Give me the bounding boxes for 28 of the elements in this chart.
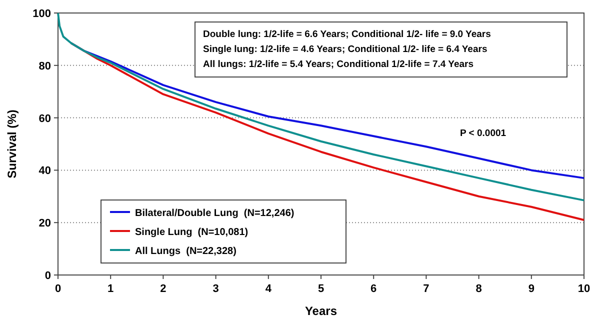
x-tick-label: 9 [528,283,534,295]
y-tick-label: 20 [38,218,51,230]
y-tick-label: 0 [44,270,51,282]
legend-label: All Lungs (N=22,328) [135,246,236,257]
annotation: All lungs: 1/2-life = 5.4 Years; Conditional 1/2-life = 7.4 Years [203,59,474,70]
legend-label: Bilateral/Double Lung (N=12,246) [135,208,294,219]
y-tick-label: 100 [32,8,51,20]
x-tick-label: 6 [370,283,377,295]
legend-label: Single Lung (N=10,081) [135,227,248,238]
y-tick-label: 40 [38,165,51,178]
line-series [57,12,585,202]
x-tick-label: 7 [423,283,430,295]
x-tick-label: 3 [212,283,219,295]
x-tick-label: 5 [318,283,324,295]
y-tick-label: 80 [38,60,51,72]
x-axis-title: Years [304,304,338,318]
x-tick-label: 1 [108,283,114,295]
annotation: P < 0.0001 [460,128,507,139]
x-tick-label: 8 [476,283,482,295]
x-tick-label: 4 [265,283,272,295]
note-box: Double lung: 1/2-life = 6.6 Years; Conditional 1/2- life = 9.0 Years Single lung: 1/2-life = 4.6 Years; Conditional 1/2- life = 6.4 Years All lungs: 1/2-life = 5.4 Years; Conditional 1/2-life = 7.4 Years [194,22,568,78]
x-tick-label: 2 [160,283,166,295]
x-tick-label: 0 [54,283,62,295]
x-tick-label: 10 [578,283,590,295]
annotation: Double lung: 1/2-life = 6.6 Years; Conditional 1/2- life = 9.0 Years [203,29,491,40]
y-axis-title: Survival (%) [5,110,19,178]
annotation: Single lung: 1/2-life = 4.6 Years; Conditional 1/2- life = 6.4 Years [203,44,488,55]
y-tick-label: 60 [38,112,51,125]
